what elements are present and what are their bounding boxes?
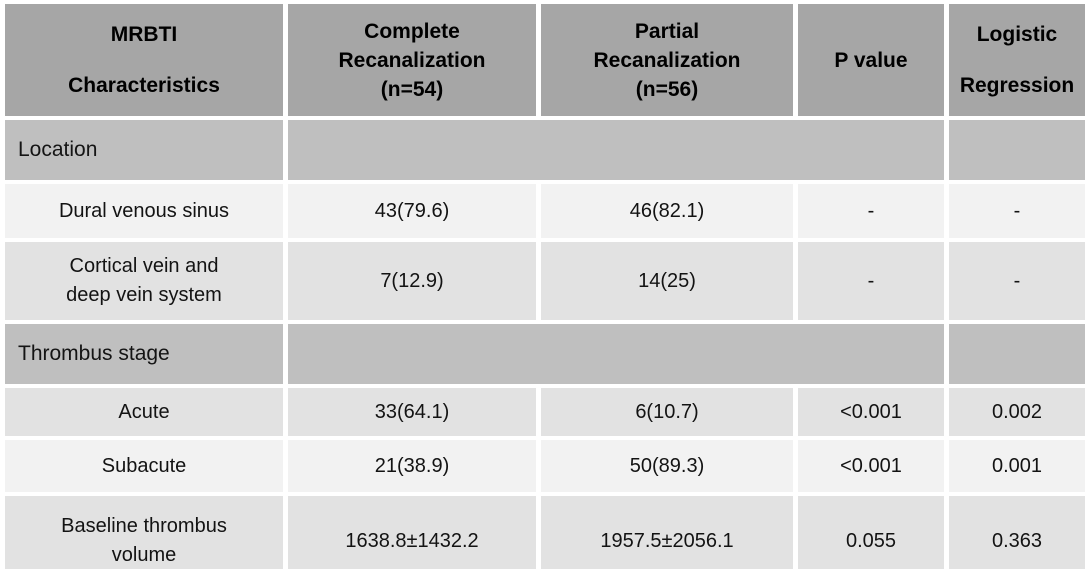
value-cell-logistic: 0.002 xyxy=(949,388,1085,436)
value-cell-logistic: - xyxy=(949,184,1085,238)
row-label: Baseline thrombus volume xyxy=(61,515,227,566)
value-cell-p: 0.055 xyxy=(798,496,944,569)
header-line: Logistic xyxy=(976,23,1058,46)
header-cell-complete-recanalization: Complete Recanalization (n=54) xyxy=(288,4,536,116)
row-subacute: Subacute 21(38.9) 50(89.3) <0.001 0.001 xyxy=(5,440,1085,492)
value-cell-complete: 21(38.9) xyxy=(288,440,536,492)
value-cell-complete: 1638.8±1432.2 xyxy=(288,496,536,569)
row-label: Subacute xyxy=(101,454,187,477)
value-cell-complete: 43(79.6) xyxy=(288,184,536,238)
header-cell-p-value: P value xyxy=(798,4,944,116)
value-cell-partial: 14(25) xyxy=(541,242,793,320)
section-empty-cell xyxy=(949,120,1085,180)
row-label-cell: Acute xyxy=(5,388,283,436)
value-cell-partial: 50(89.3) xyxy=(541,440,793,492)
row-label-cell: Baseline thrombus volume xyxy=(5,496,283,569)
value-cell-logistic: - xyxy=(949,242,1085,320)
section-label-thrombus-stage: Thrombus stage xyxy=(5,324,283,384)
table-header-row: MRBTI Characteristics Complete Recanaliz… xyxy=(5,4,1085,116)
section-empty-cell xyxy=(949,324,1085,384)
header-line: MRBTI xyxy=(110,23,178,46)
value-cell-p: - xyxy=(798,242,944,320)
value-cell-logistic: 0.363 xyxy=(949,496,1085,569)
value-cell-p: - xyxy=(798,184,944,238)
header-line: Partial xyxy=(634,19,700,43)
row-label-cell: Dural venous sinus xyxy=(5,184,283,238)
header-line: P value xyxy=(834,48,908,72)
row-label-cell: Cortical vein and deep vein system xyxy=(5,242,283,320)
value-cell-partial: 46(82.1) xyxy=(541,184,793,238)
value-cell-logistic: 0.001 xyxy=(949,440,1085,492)
header-line: Recanalization xyxy=(338,48,486,72)
value-cell-p: <0.001 xyxy=(798,388,944,436)
value-cell-complete: 33(64.1) xyxy=(288,388,536,436)
value-cell-p: <0.001 xyxy=(798,440,944,492)
section-label-location: Location xyxy=(5,120,283,180)
value-cell-partial: 1957.5±2056.1 xyxy=(541,496,793,569)
row-acute: Acute 33(64.1) 6(10.7) <0.001 0.002 xyxy=(5,388,1085,436)
header-line: (n=56) xyxy=(635,77,699,101)
section-empty-cell xyxy=(288,324,944,384)
row-label: Dural venous sinus xyxy=(58,199,230,222)
header-line: Recanalization xyxy=(593,48,741,72)
value-cell-partial: 6(10.7) xyxy=(541,388,793,436)
row-label: Cortical vein and deep vein system xyxy=(66,255,222,306)
row-cortical-deep-vein: Cortical vein and deep vein system 7(12.… xyxy=(5,242,1085,320)
row-label: Acute xyxy=(118,400,170,423)
header-line: (n=54) xyxy=(380,77,444,101)
header-line: Complete xyxy=(364,19,460,43)
section-row-thrombus-stage: Thrombus stage xyxy=(5,324,1085,384)
section-empty-cell xyxy=(288,120,944,180)
row-dural-venous-sinus: Dural venous sinus 43(79.6) 46(82.1) - - xyxy=(5,184,1085,238)
header-cell-logistic-regression: Logistic Regression xyxy=(949,4,1085,116)
header-line: Regression xyxy=(959,74,1075,97)
row-baseline-thrombus-volume: Baseline thrombus volume 1638.8±1432.2 1… xyxy=(5,496,1085,569)
value-cell-complete: 7(12.9) xyxy=(288,242,536,320)
header-cell-characteristics: MRBTI Characteristics xyxy=(5,4,283,116)
section-row-location: Location xyxy=(5,120,1085,180)
header-cell-partial-recanalization: Partial Recanalization (n=56) xyxy=(541,4,793,116)
row-label-cell: Subacute xyxy=(5,440,283,492)
header-line: Characteristics xyxy=(68,74,220,97)
